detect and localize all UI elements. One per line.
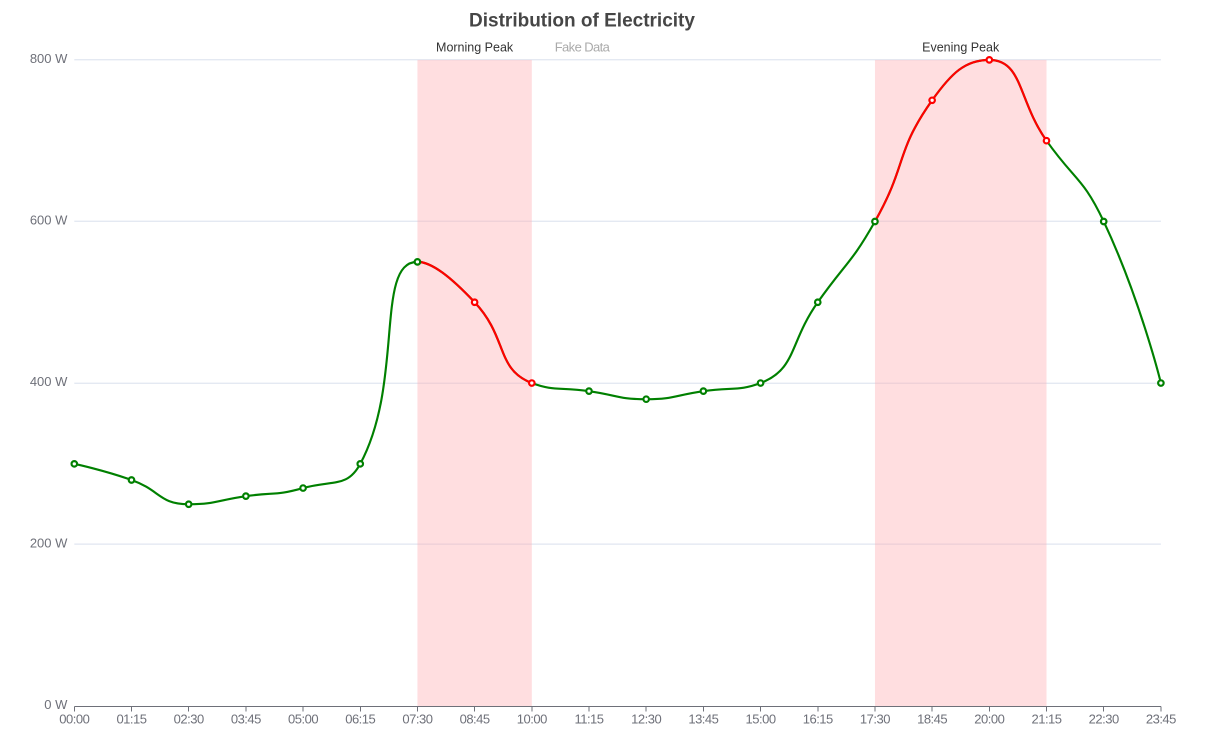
svg-text:17:30: 17:30 [860,712,890,727]
svg-text:21:15: 21:15 [1031,712,1061,727]
svg-text:Morning Peak: Morning Peak [436,40,514,54]
svg-text:06:15: 06:15 [345,712,375,727]
svg-text:12:30: 12:30 [631,712,661,727]
svg-text:600 W: 600 W [30,212,68,227]
svg-text:200 W: 200 W [30,536,68,551]
svg-text:10:00: 10:00 [517,712,547,727]
svg-text:0 W: 0 W [44,697,68,712]
svg-text:15:00: 15:00 [746,712,776,727]
svg-text:11:15: 11:15 [574,712,603,727]
svg-text:Fake Data: Fake Data [555,40,611,55]
svg-text:13:45: 13:45 [688,712,718,727]
svg-text:Distribution of Electricity: Distribution of Electricity [469,11,695,32]
svg-text:22:30: 22:30 [1089,712,1119,727]
svg-text:02:30: 02:30 [174,712,204,727]
svg-text:07:30: 07:30 [402,712,432,727]
svg-text:01:15: 01:15 [116,712,146,727]
svg-text:03:45: 03:45 [231,712,261,727]
svg-text:23:45: 23:45 [1146,712,1176,727]
svg-text:08:45: 08:45 [460,712,490,727]
svg-text:00:00: 00:00 [59,712,89,727]
svg-text:18:45: 18:45 [917,712,947,727]
svg-text:16:15: 16:15 [803,712,833,727]
svg-text:Evening Peak: Evening Peak [922,40,1000,54]
svg-text:05:00: 05:00 [288,712,318,727]
svg-text:20:00: 20:00 [974,712,1004,727]
svg-text:400 W: 400 W [30,374,68,389]
svg-text:800 W: 800 W [30,51,68,66]
